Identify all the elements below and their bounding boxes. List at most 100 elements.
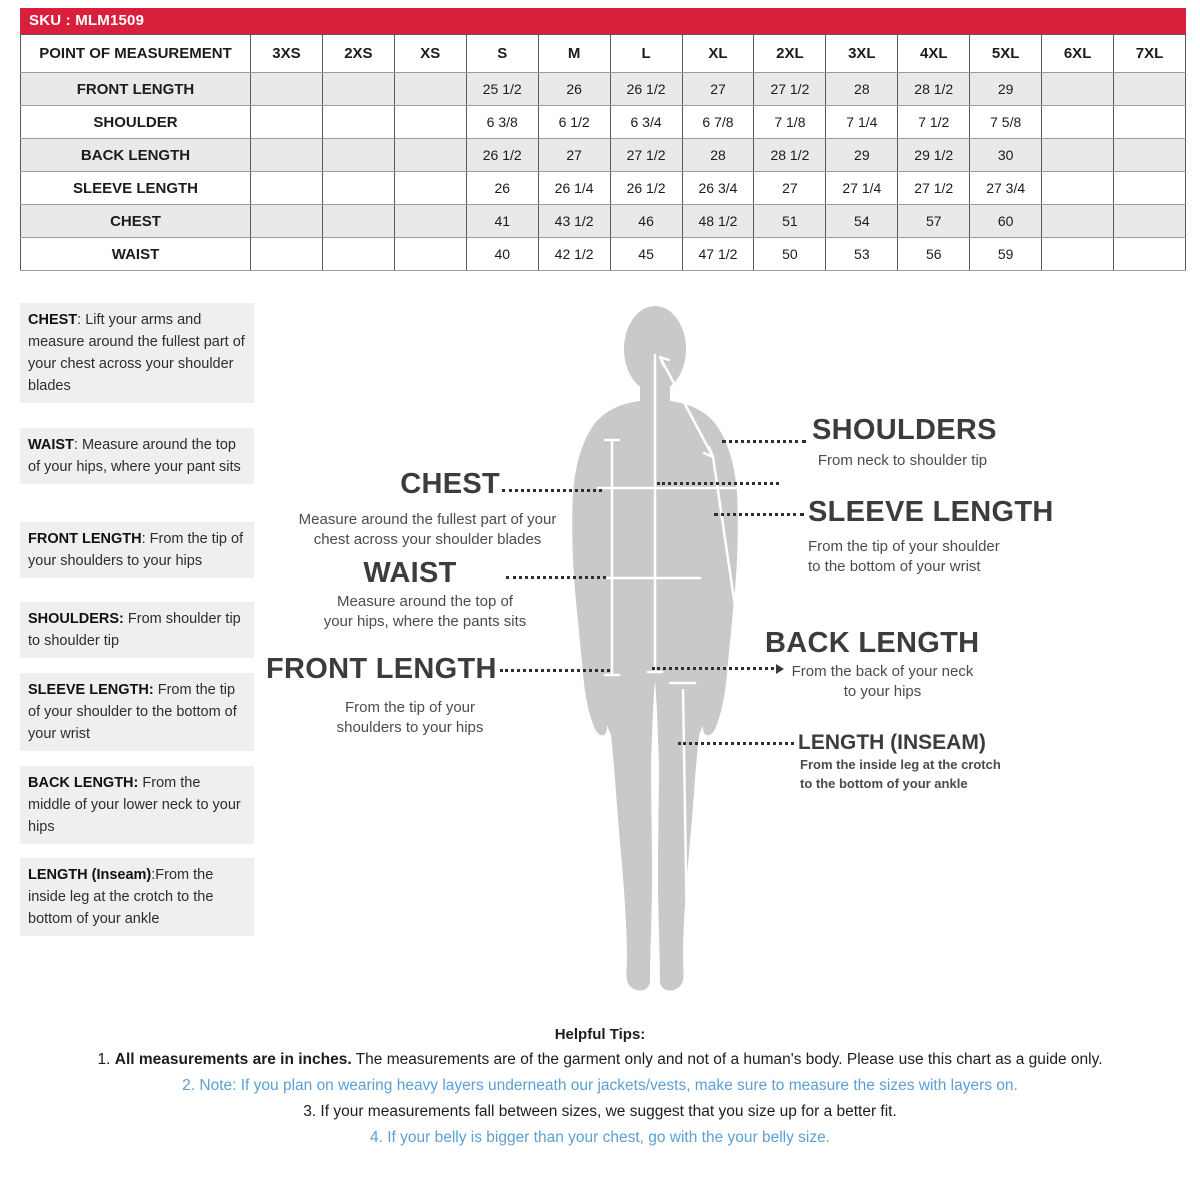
definition-chest: CHEST: Lift your arms and measure around… [20,303,254,403]
col-header-size: 2XS [321,34,395,73]
inseam-line [668,681,697,935]
size-table-head: POINT OF MEASUREMENT 3XS 2XS XS S M L XL 2XL 3XL 4… [20,34,1186,73]
definition-front-length: FRONT LENGTH: From the tip of your shoul… [20,522,254,578]
tip-number: 4. [369,1129,383,1146]
measurement-cell: 7 5/8 [969,105,1043,139]
measurement-cell: 54 [825,204,899,238]
definition-term: LENGTH (Inseam) [28,867,152,883]
measurement-cell [1041,72,1115,106]
measurement-cell [1113,138,1186,172]
measurement-cell [250,72,323,106]
measurement-cell [1113,171,1186,205]
measurement-cell: 27 1/2 [897,171,971,205]
definition-sleeve-length: SLEEVE LENGTH: From the tip of your shou… [20,673,254,751]
measurement-cell [393,204,467,238]
measurement-cell: 6 1/2 [537,105,611,139]
tip-number: 2. [182,1077,196,1094]
tip-number: 3. [303,1103,317,1120]
sleeve-length-diagram-label: SLEEVE LENGTH [808,496,1054,528]
tip-3: 3. If your measurements fall between siz… [0,1103,1200,1121]
definition-text: :From the inside leg at the crotch to th… [28,867,214,927]
col-header-size: 3XL [825,34,899,73]
table-row: SLEEVE LENGTH 26 26 1/4 26 1/2 26 3/4 27 27 1/… [20,171,1186,205]
measurement-cell: 30 [969,138,1043,172]
inseam-diagram-label: LENGTH (INSEAM) [798,731,986,754]
measurement-cell [250,204,323,238]
back-length-diagram-desc: From the back of your neck to your hips [791,663,974,700]
definition-term: SLEEVE LENGTH: [28,682,154,698]
definition-text: : Measure around the top of your hips, w… [28,437,241,475]
tip-text: Note: If you plan on wearing heavy layer… [195,1077,1018,1094]
measurement-cell: 28 [825,72,899,106]
back-length-arrow [776,664,784,674]
col-header-size: 6XL [1041,34,1115,73]
measurement-cell [250,237,323,271]
col-header-size: M [537,34,611,73]
shoulders-diagram-label: SHOULDERS [812,414,997,446]
measurement-cell: 26 1/2 [609,72,683,106]
measurement-cell: 57 [897,204,971,238]
header-row: POINT OF MEASUREMENT 3XS 2XS XS S M L XL 2XL 3XL 4… [20,34,1186,73]
col-header-size: 3XS [250,34,323,73]
measurement-cell: 60 [969,204,1043,238]
definition-text: From the middle of your lower neck to yo… [28,775,241,835]
measurement-cell: 26 [537,72,611,106]
row-label: CHEST [20,204,251,238]
head-shape [624,306,686,392]
center-length-line [646,353,664,674]
measurement-cell: 53 [825,237,899,271]
measurement-cell [1041,204,1115,238]
row-label: BACK LENGTH [20,138,251,172]
col-header-size: 5XL [969,34,1043,73]
definition-text: : From the tip of your shoulders to your… [28,531,244,569]
definition-inseam: LENGTH (Inseam):From the inside leg at t… [20,858,254,936]
size-table: POINT OF MEASUREMENT 3XS 2XS XS S M L XL 2XL 3XL 4… [20,34,1186,271]
sku-bar: SKU : MLM1509 [20,8,1186,34]
measurement-cell: 40 [465,237,539,271]
measurement-cell [1113,204,1186,238]
measurement-cell: 28 1/2 [897,72,971,106]
measurement-cell [1113,237,1186,271]
col-header-size: S [465,34,539,73]
measurement-cell [321,138,395,172]
front-length-diagram-label: FRONT LENGTH [266,653,497,685]
front-length-line [603,438,621,677]
helpful-tips-section: Helpful Tips: 1. All measurements are in… [0,1026,1200,1155]
measurement-cell: 6 3/8 [465,105,539,139]
table-row: WAIST 40 42 1/2 45 47 1/2 50 53 56 59 [20,237,1186,271]
row-label: WAIST [20,237,251,271]
measurement-cell [321,72,395,106]
definition-waist: WAIST: Measure around the top of your hi… [20,428,254,484]
front-length-leader-line [500,669,610,672]
col-header-size: XL [681,34,755,73]
inseam-leader-line [678,742,794,745]
measurement-cell [393,138,467,172]
measurement-cell: 28 [681,138,755,172]
tip-bold-text: All measurements are in inches. [114,1051,352,1068]
row-label: SLEEVE LENGTH [20,171,251,205]
shoulder-line [658,355,715,459]
sleeve-leader-line [714,513,804,516]
tip-1: 1. All measurements are in inches. The m… [0,1051,1200,1069]
sleeve-length-line [711,455,742,642]
tip-text: If your measurements fall between sizes,… [316,1103,897,1120]
measurement-cell [321,171,395,205]
measurement-cell [1041,237,1115,271]
measurement-cell: 45 [609,237,683,271]
measurement-cell: 27 1/4 [825,171,899,205]
measurement-cell: 41 [465,204,539,238]
tip-number: 1. [97,1051,111,1068]
definition-text: From the tip of your shoulder to the bot… [28,682,237,742]
col-header-point-of-measurement: POINT OF MEASUREMENT [20,34,251,73]
col-header-size: XS [393,34,467,73]
shoulders-leader-line [722,440,806,443]
measurement-cell: 46 [609,204,683,238]
definition-term: WAIST [28,437,74,453]
back-length-leader-line [652,667,774,670]
measurement-cell: 27 [753,171,827,205]
measurement-cell: 27 [681,72,755,106]
col-header-size: 2XL [753,34,827,73]
definition-shoulders: SHOULDERS: From shoulder tip to shoulder… [20,602,254,658]
definition-text: : Lift your arms and measure around the … [28,312,245,394]
size-table-body: FRONT LENGTH 25 1/2 26 26 1/2 27 27 1/2 28 28 1… [20,72,1186,271]
